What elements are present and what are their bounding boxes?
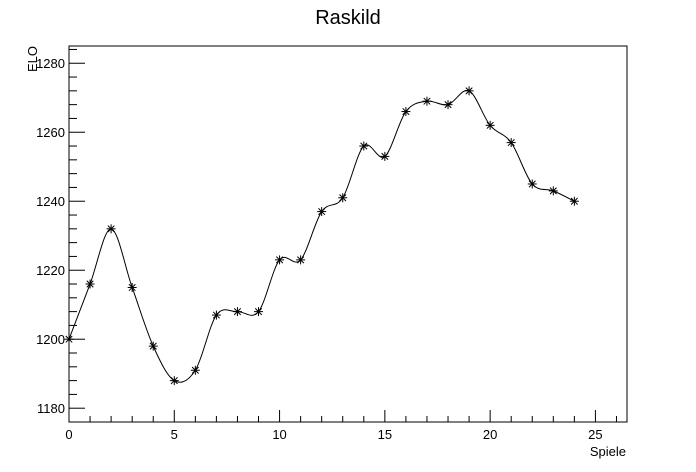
data-point xyxy=(485,120,495,130)
data-point xyxy=(338,193,348,203)
x-axis: 0 5 10 15 20 25 xyxy=(65,410,617,442)
x-tick-label: 10 xyxy=(272,427,286,442)
data-point xyxy=(317,207,327,217)
data-point xyxy=(85,279,95,289)
data-point xyxy=(232,307,242,317)
plot-frame xyxy=(68,45,628,423)
y-tick-label: 1220 xyxy=(36,263,65,278)
data-markers xyxy=(64,86,579,386)
data-point xyxy=(127,282,137,292)
data-point xyxy=(443,100,453,110)
y-tick-label: 1240 xyxy=(36,194,65,209)
y-axis: 1180 1200 1220 1240 1260 1280 xyxy=(36,48,85,423)
data-point xyxy=(506,138,516,148)
data-point xyxy=(422,96,432,106)
data-point xyxy=(548,186,558,196)
data-point xyxy=(569,196,579,206)
data-point xyxy=(106,224,116,234)
data-point xyxy=(380,151,390,161)
data-point xyxy=(275,255,285,265)
x-tick-label: 20 xyxy=(483,427,497,442)
data-point xyxy=(148,341,158,351)
data-point xyxy=(296,255,306,265)
data-point xyxy=(169,376,179,386)
series-line xyxy=(68,89,575,383)
chart-title: Raskild xyxy=(315,7,381,29)
y-tick-label: 1280 xyxy=(36,56,65,71)
data-point xyxy=(211,310,221,320)
data-point xyxy=(464,86,474,96)
data-point xyxy=(254,307,264,317)
y-tick-label: 1180 xyxy=(37,401,65,416)
x-axis-label: Spiele xyxy=(590,444,626,459)
data-point xyxy=(527,179,537,189)
x-tick-label: 0 xyxy=(65,427,72,442)
data-point xyxy=(64,334,74,344)
data-point xyxy=(190,365,200,375)
x-tick-label: 15 xyxy=(378,427,392,442)
x-tick-label: 25 xyxy=(588,427,602,442)
data-point xyxy=(401,107,411,117)
y-axis-label: ELO xyxy=(25,46,40,72)
data-point xyxy=(359,141,369,151)
y-tick-label: 1200 xyxy=(36,332,65,347)
y-tick-label: 1260 xyxy=(36,125,65,140)
x-tick-label: 5 xyxy=(171,427,178,442)
